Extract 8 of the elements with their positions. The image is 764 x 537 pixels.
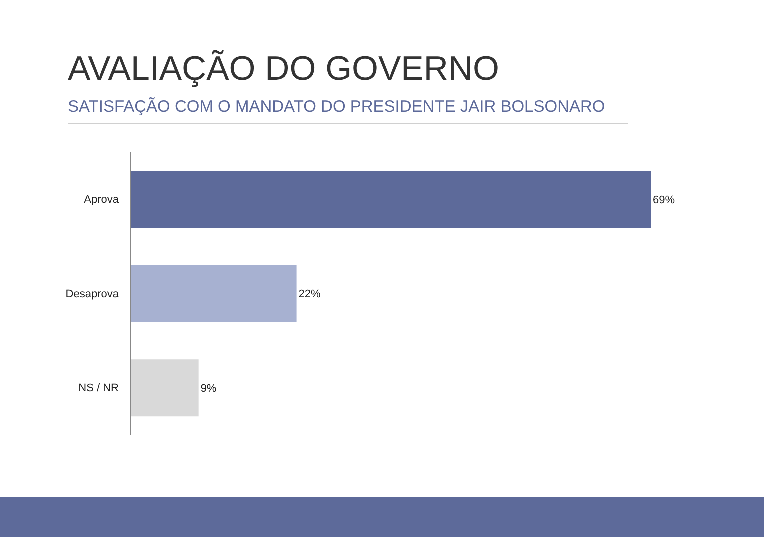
data-label: 22% <box>298 288 322 301</box>
chart-title: AVALIAÇÃO DO GOVERNO <box>68 50 500 89</box>
data-label: 9% <box>200 383 217 396</box>
y-tick-label: Desaprova <box>66 288 120 300</box>
y-tick-label: NS / NR <box>78 382 120 395</box>
chart-subtitle: SATISFAÇÃO COM O MANDATO DO PRESIDENTE JAIR BOLSONARO <box>68 98 606 117</box>
y-tick-label: Aprova <box>84 194 120 206</box>
data-label: 69% <box>653 194 676 206</box>
